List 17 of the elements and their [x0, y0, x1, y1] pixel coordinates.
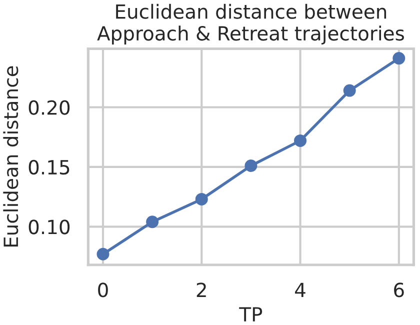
- point: [146, 216, 159, 228]
- y-tick-label: 0.20: [28, 100, 70, 115]
- point: [244, 160, 258, 172]
- y-axis-title: Euclidean distance: [3, 66, 18, 247]
- point: [96, 248, 110, 260]
- point: [294, 134, 307, 147]
- point: [343, 84, 356, 97]
- x-axis-title: TP: [239, 307, 262, 322]
- point: [392, 52, 406, 65]
- x-tick-label: 0: [98, 282, 108, 298]
- point: [195, 192, 208, 206]
- x-tick-label: 4: [295, 282, 306, 298]
- y-tick-label: 0.10: [28, 220, 70, 234]
- y-tick-label: 0.15: [28, 160, 70, 175]
- chart-title: Euclidean distance between Approach & Retreat trajectories: [97, 4, 404, 44]
- x-tick-label: 2: [196, 282, 206, 298]
- x-tick-label: 6: [394, 282, 404, 298]
